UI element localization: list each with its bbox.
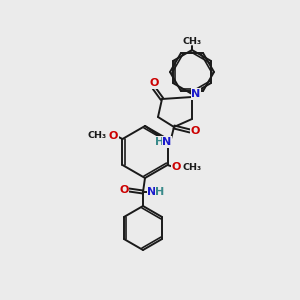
Text: CH₃: CH₃ <box>182 37 202 46</box>
Text: H: H <box>155 187 165 197</box>
Text: CH₃: CH₃ <box>183 163 202 172</box>
Text: O: O <box>172 162 181 172</box>
Text: CH₃: CH₃ <box>88 131 107 140</box>
Text: N: N <box>162 137 172 147</box>
Text: O: O <box>149 78 159 88</box>
Text: O: O <box>190 126 200 136</box>
Text: O: O <box>119 185 129 195</box>
Text: N: N <box>147 187 157 197</box>
Text: O: O <box>109 131 118 141</box>
Text: N: N <box>191 89 201 99</box>
Text: H: H <box>155 137 165 147</box>
